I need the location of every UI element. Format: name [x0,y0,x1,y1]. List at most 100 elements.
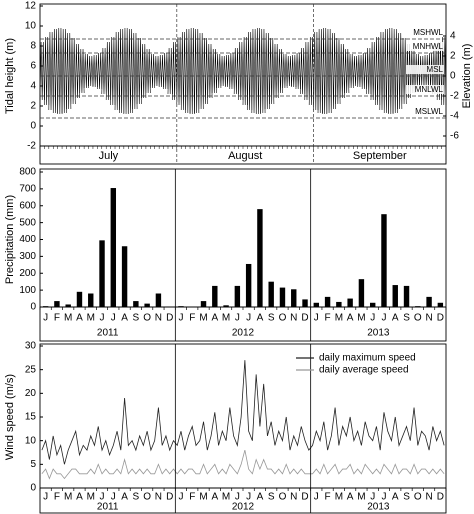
y-tick-label: 10 [25,21,37,32]
bar [110,188,117,307]
bar [369,302,376,307]
tide-cycle [436,41,442,101]
tide-cycle [101,47,107,95]
bar [200,301,207,307]
bar [358,279,365,307]
y2-tick-label: -6 [450,131,459,142]
x-tick-label: F [54,492,60,503]
tide-cycle [264,32,270,110]
reference-label: MNHWL [413,42,444,51]
y2-tick-label: 2 [450,51,456,62]
x-tick-label: S [133,492,140,503]
bar [291,289,297,307]
x-tick-label: J [381,492,386,503]
x-tick-label: M [222,492,230,503]
tide-cycle [238,41,244,101]
tide-cycle [211,48,217,94]
tide-cycle [233,47,239,95]
tide-cycle [392,28,398,114]
x-tick-label: A [76,313,83,324]
tide-cycle [61,28,67,114]
legend-label: daily average speed [319,365,409,376]
tide-cycle [405,43,411,99]
tide-cycle [92,54,98,88]
reference-label-bg [406,28,444,37]
tide-cycle [39,41,45,101]
x-tick-label: J [381,313,386,324]
tide-cycle [397,32,403,110]
tide-cycle [207,43,213,99]
x-tick-label: A [392,313,399,324]
tide-cycle [379,31,385,111]
x-tick-label: M [87,492,95,503]
bar [54,301,60,307]
reference-label-bg [406,85,444,94]
tide-cycle [176,36,182,106]
bar [392,285,398,307]
x-tick-label: A [211,492,218,503]
x-tick-label: J [370,492,375,503]
bar [212,285,218,307]
y-tick-label: 20 [25,388,37,399]
y-tick-label: 5 [30,459,36,470]
x-tick-label: N [155,492,162,503]
tide-cycle [127,28,133,114]
bar [234,285,241,307]
tide-cycle [79,48,85,94]
tide-cycle [282,53,288,89]
series-line [41,450,445,480]
x-tick-label: J [100,492,105,503]
tide-cycle [335,37,341,105]
y-tick-label: 6 [30,61,36,72]
legend-label: daily maximum speed [319,353,416,364]
x-tick-label: O [143,492,151,503]
tide-cycle [145,48,151,94]
tide-cycle [225,54,231,88]
tide-cycle [260,28,266,114]
month-label: July [99,150,119,162]
bar [302,299,308,307]
x-tick-label: N [425,492,432,503]
tide-cycle [97,52,103,90]
y-tick-label: 2 [30,101,36,112]
tide-cycle [361,52,367,90]
x-tick-label: D [437,492,444,503]
bar [76,291,83,307]
tide-cycle [295,52,301,90]
y-tick-label: 200 [19,268,36,279]
x-tick-label: J [43,492,48,503]
y-tick-label: 500 [19,217,36,228]
bar [426,296,432,307]
x-tick-label: S [268,492,275,503]
bar [324,296,331,307]
bar [257,209,263,307]
tide-cycle [216,53,222,89]
tide-cycle [110,36,116,106]
bar [133,301,139,307]
tide-cycle [344,48,350,94]
tide-cycle [326,28,332,114]
tide-cycle [57,27,63,115]
tide-cycle [52,28,58,114]
y-tick-label: 12 [25,1,37,12]
tide-cycle [88,55,94,87]
tide-cycle [44,36,50,106]
x-tick-label: A [257,492,264,503]
panel-frame [39,3,447,165]
y-tick-label: 0 [30,302,36,313]
x-tick-label: M [222,313,230,324]
bar [121,246,128,307]
bar [347,298,353,307]
x-tick-label: M [199,492,207,503]
tide-cycle [167,47,173,95]
x-tick-label: O [279,492,287,503]
y2-tick-label: -2 [450,91,459,102]
x-tick-label: J [43,313,48,324]
bar [279,287,286,307]
tide-cycle [180,31,186,111]
x-tick-label: A [211,313,218,324]
x-tick-label: A [121,492,128,503]
reference-label-bg [406,107,444,116]
x-tick-label: F [189,492,195,503]
bar [155,293,162,307]
